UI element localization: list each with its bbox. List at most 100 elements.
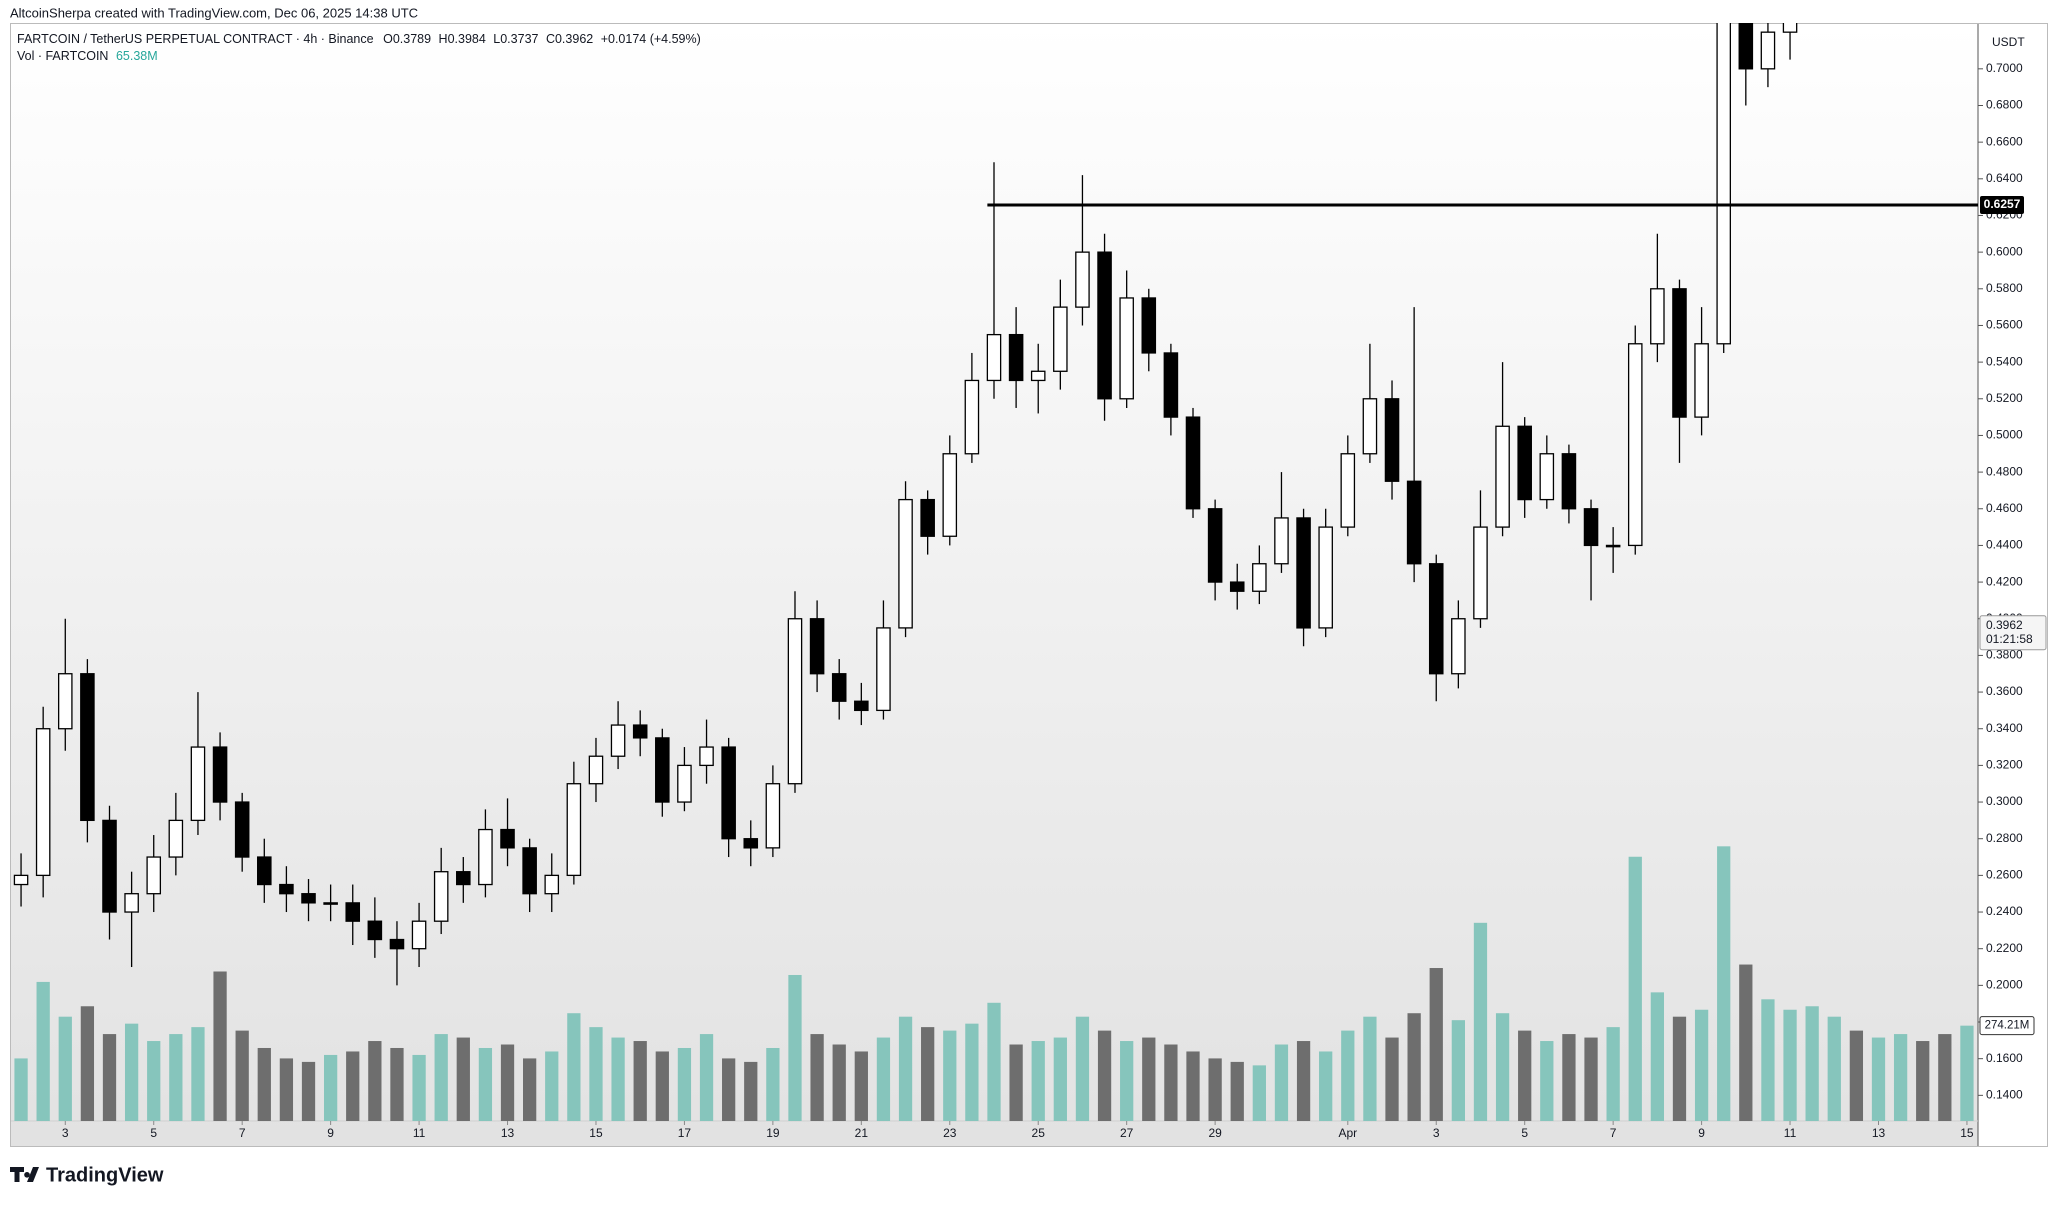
volume-bar [1186, 1051, 1200, 1121]
candle-body [1738, 23, 1754, 70]
x-tick-label: 21 [855, 1126, 869, 1140]
candle-body [456, 871, 471, 886]
footer-logo: TradingView [10, 1164, 164, 1186]
candle-body [721, 746, 736, 840]
volume-bar [1938, 1034, 1952, 1121]
volume-bar [1540, 1041, 1554, 1121]
volume-bar [898, 1016, 913, 1121]
volume-bar [1694, 1009, 1709, 1121]
candle-body [1362, 398, 1378, 455]
candle-body [1694, 343, 1709, 418]
ohlc-label: H [439, 32, 448, 46]
volume-bar [1407, 1013, 1421, 1121]
volume-bar [854, 1051, 868, 1121]
candle-body [1650, 288, 1665, 345]
candle-body [500, 828, 515, 849]
candle-body [1539, 453, 1555, 501]
x-tick-label: 15 [1960, 1126, 1974, 1140]
last-price-box [1979, 615, 2047, 651]
candle-body [610, 724, 626, 757]
volume-bar [1960, 1025, 1974, 1121]
candle-body [389, 938, 405, 950]
volume-bar [1053, 1037, 1067, 1121]
volume-bar [633, 1041, 647, 1121]
y-tick-label: 0.1600 [1986, 1051, 2023, 1065]
x-tick-label: 29 [1208, 1126, 1222, 1140]
candle-body [1473, 526, 1488, 620]
attribution: AltcoinSherpa created with TradingView.c… [10, 5, 418, 20]
candle-body [699, 746, 714, 767]
volume-label-box [1979, 1016, 2035, 1036]
volume-bar [169, 1034, 183, 1121]
volume-bar [1120, 1041, 1134, 1121]
candle-body [854, 700, 869, 712]
candle-body [1561, 453, 1577, 510]
y-tick-label: 0.2000 [1986, 978, 2023, 992]
y-tick-label: 0.4600 [1986, 501, 2023, 515]
volume-bar [36, 981, 50, 1121]
candle-body [1274, 517, 1289, 565]
x-tick-label: 3 [1433, 1126, 1440, 1140]
volume-label: 274.21M [1985, 1020, 2030, 1032]
x-tick-label: 15 [589, 1126, 603, 1140]
x-tick-label: 25 [1032, 1126, 1046, 1140]
candle-body [1030, 370, 1046, 382]
candle-body [964, 379, 980, 455]
volume-bar [655, 1051, 669, 1121]
logo-mark [10, 1167, 39, 1182]
y-tick-label: 0.5600 [1986, 318, 2023, 332]
volume-bar [235, 1030, 249, 1121]
y-tick-label: 0.7000 [1986, 61, 2023, 75]
x-tick-label: 19 [766, 1126, 780, 1140]
volume-bar [323, 1054, 338, 1121]
x-tick-label: 7 [239, 1126, 246, 1140]
candle-body [1229, 581, 1245, 592]
candle-body [13, 874, 29, 886]
candle-body [1163, 352, 1179, 418]
countdown: 01:21:58 [1986, 632, 2033, 646]
volume-bar [810, 1034, 824, 1121]
volume-bar [987, 1002, 1001, 1121]
plot-area [13, 23, 1978, 1121]
volume-bar [1562, 1034, 1576, 1121]
volume-bar [1296, 1041, 1311, 1121]
volume-bar [1805, 1006, 1819, 1121]
candle-body [1318, 526, 1333, 629]
x-tick-label: 13 [1872, 1126, 1886, 1140]
volume-bar [1650, 992, 1665, 1121]
x-tick-label: 9 [1698, 1126, 1705, 1140]
volume-bar [567, 1013, 581, 1121]
y-tick-label: 0.4400 [1986, 538, 2023, 552]
volume-bar [1495, 1013, 1510, 1121]
x-tick-label: 5 [1521, 1126, 1528, 1140]
volume-bar [1606, 1027, 1620, 1121]
ohlc-value: 0.3789 [393, 32, 431, 46]
y-tick-label: 0.2800 [1986, 831, 2023, 845]
volume-value: 65.38M [116, 49, 158, 63]
y-tick-label: 0.2400 [1986, 904, 2023, 918]
candle-body [1141, 297, 1157, 354]
volume-bar [1893, 1034, 1908, 1121]
volume-bar [1717, 846, 1731, 1121]
y-tick-label: 0.6000 [1986, 244, 2023, 258]
ohlc-value: 0.3984 [448, 32, 486, 46]
volume-bar [279, 1058, 294, 1121]
volume-bar [14, 1058, 28, 1121]
volume-bar [788, 974, 802, 1121]
x-tick-label: 3 [62, 1126, 69, 1140]
volume-bar [589, 1027, 603, 1121]
volume-bar [1274, 1044, 1289, 1121]
x-tick-label: 9 [327, 1126, 334, 1140]
volume-bar [102, 1034, 117, 1121]
y-tick-label: 0.5800 [1986, 281, 2023, 295]
x-tick-label: Apr [1338, 1126, 1357, 1140]
candle-body [787, 618, 803, 785]
volume-bar [368, 1041, 382, 1121]
y-tick-label: 0.6600 [1986, 134, 2023, 148]
x-tick-label: 11 [413, 1126, 426, 1140]
volume-bar [412, 1054, 426, 1121]
volume-bar [1672, 1016, 1687, 1121]
candle-body [1119, 297, 1134, 400]
legend-line: FARTCOIN / TetherUS PERPETUAL CONTRACT ·… [17, 32, 701, 46]
symbol: FARTCOIN / TetherUS PERPETUAL CONTRACT ·… [17, 32, 374, 46]
